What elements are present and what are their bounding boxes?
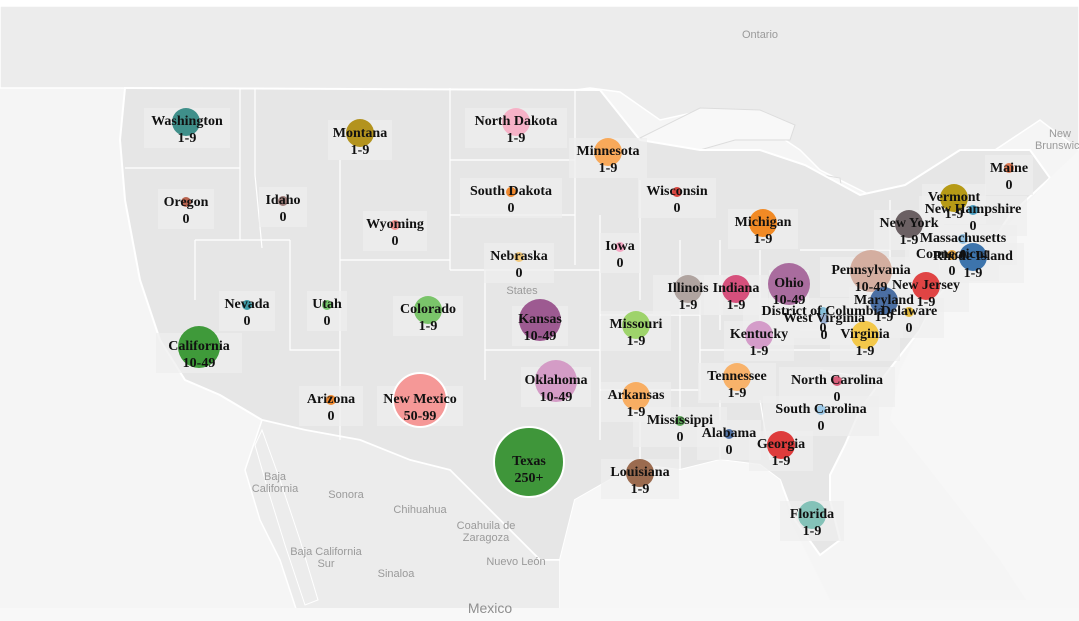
bubble-illinois[interactable] xyxy=(674,275,702,303)
bubble-south-carolina[interactable] xyxy=(816,405,826,415)
bubble-vermont[interactable] xyxy=(940,184,968,212)
bubble-michigan[interactable] xyxy=(749,209,777,237)
bubble-rhode-island[interactable] xyxy=(959,243,987,271)
geo-label-coahuila: Coahuila de Zaragoza xyxy=(456,520,516,544)
bubble-indiana[interactable] xyxy=(722,275,750,303)
bubble-new-mexico[interactable] xyxy=(392,372,448,428)
bubble-south-dakota[interactable] xyxy=(506,187,516,197)
bubble-florida[interactable] xyxy=(798,501,826,529)
geo-label-united-states: States xyxy=(506,285,538,297)
bubble-washington[interactable] xyxy=(172,108,200,136)
bubble-california[interactable] xyxy=(178,326,220,368)
geo-label-baja-california: Baja California xyxy=(251,471,299,495)
bubble-idaho[interactable] xyxy=(278,196,288,206)
bubble-wisconsin[interactable] xyxy=(672,187,682,197)
geo-label-ontario: Ontario xyxy=(741,29,779,41)
geo-label-chihuahua: Chihuahua xyxy=(393,504,447,516)
bubble-colorado[interactable] xyxy=(414,296,442,324)
bubble-utah[interactable] xyxy=(322,300,332,310)
geo-label-nuevo-leon: Nuevo León xyxy=(486,556,546,568)
bubble-west-virginia[interactable] xyxy=(819,314,829,324)
bubble-oklahoma[interactable] xyxy=(535,360,577,402)
bubble-new-york[interactable] xyxy=(895,210,923,238)
bubble-iowa[interactable] xyxy=(615,242,625,252)
bubble-mississippi[interactable] xyxy=(675,416,685,426)
bubble-montana[interactable] xyxy=(346,119,374,147)
geo-label-mexico: Mexico xyxy=(467,600,513,616)
bubble-north-dakota[interactable] xyxy=(502,108,530,136)
bubble-kentucky[interactable] xyxy=(745,321,773,349)
bubble-arizona[interactable] xyxy=(326,395,336,405)
bubble-north-carolina[interactable] xyxy=(832,376,842,386)
bubble-wyoming[interactable] xyxy=(390,220,400,230)
bubble-connecticut[interactable] xyxy=(947,250,957,260)
bubble-maine[interactable] xyxy=(1004,163,1014,173)
bubble-maryland[interactable] xyxy=(870,287,898,315)
geo-label-sonora: Sonora xyxy=(328,489,364,501)
bubble-ohio[interactable] xyxy=(768,263,810,305)
geo-label-baja-california-sur: Baja California Sur xyxy=(290,546,362,570)
bubble-kansas[interactable] xyxy=(519,299,561,341)
bubble-district-of-columbia[interactable] xyxy=(818,307,828,317)
bubble-nebraska[interactable] xyxy=(514,252,524,262)
bubble-georgia[interactable] xyxy=(767,431,795,459)
bubble-oregon[interactable] xyxy=(181,197,191,207)
geo-label-sinaloa: Sinaloa xyxy=(377,568,415,580)
top-strip xyxy=(0,0,1079,6)
bubble-arkansas[interactable] xyxy=(622,382,650,410)
bubble-louisiana[interactable] xyxy=(626,459,654,487)
bubble-tennessee[interactable] xyxy=(723,363,751,391)
bubble-alabama[interactable] xyxy=(724,429,734,439)
bubble-minnesota[interactable] xyxy=(594,138,622,166)
bubble-massachusetts[interactable] xyxy=(958,234,968,244)
bubble-nevada[interactable] xyxy=(242,300,252,310)
bubble-pennsylvania[interactable] xyxy=(850,250,892,292)
bubble-delaware[interactable] xyxy=(904,307,914,317)
bubble-new-jersey[interactable] xyxy=(912,272,940,300)
geo-label-new-brunswick: New Brunswick xyxy=(1034,128,1079,152)
bubble-texas[interactable] xyxy=(493,426,565,498)
bubble-virginia[interactable] xyxy=(851,321,879,349)
bubble-new-hampshire[interactable] xyxy=(968,205,978,215)
bubble-missouri[interactable] xyxy=(622,311,650,339)
